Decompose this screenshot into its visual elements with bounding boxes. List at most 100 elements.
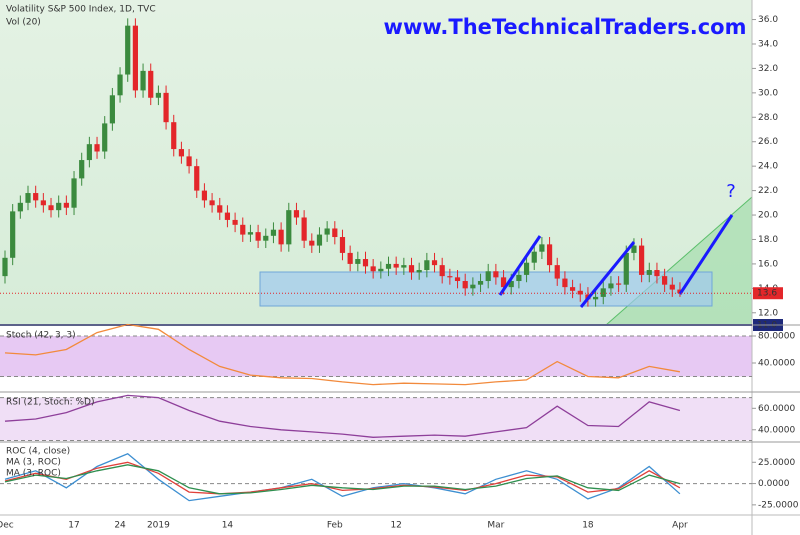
candle-body xyxy=(577,290,583,295)
candle-body xyxy=(140,70,146,91)
y-tick-label: 40.0000 xyxy=(758,425,795,435)
candle-body xyxy=(470,284,476,289)
trend-line xyxy=(579,241,636,308)
website-watermark: www.TheTechnicalTraders.com xyxy=(384,15,747,39)
candle-body xyxy=(355,259,361,264)
time-label: 12 xyxy=(390,521,401,531)
time-label: 17 xyxy=(68,521,79,531)
legend-entry: ROC (4, close) xyxy=(6,447,70,457)
candle-body xyxy=(117,74,123,96)
candle-body xyxy=(477,281,484,285)
candle-body xyxy=(385,263,392,269)
symbol-title: Volatility S&P 500 Index, 1D, TVC xyxy=(6,5,156,15)
candle-body xyxy=(616,283,622,285)
last-price-box xyxy=(753,287,783,300)
time-label: 18 xyxy=(582,521,594,531)
indicator-line xyxy=(4,394,681,438)
candle-body xyxy=(301,217,307,241)
candle-body xyxy=(63,202,69,208)
y-tick-label: 40.0000 xyxy=(758,358,795,368)
candle-body xyxy=(408,265,415,273)
candle-body xyxy=(393,263,399,268)
candle-body xyxy=(500,277,507,288)
candle-body xyxy=(508,281,514,288)
candle-body xyxy=(148,70,154,98)
candle-body xyxy=(454,277,461,282)
legend-entry: MA (3, ROC) xyxy=(6,458,61,468)
indicator-line xyxy=(4,464,681,495)
candle-body xyxy=(531,251,537,263)
candle-body xyxy=(109,95,115,124)
trend-line xyxy=(678,214,734,295)
candle-body xyxy=(270,229,277,236)
y-tick-label: 32.0 xyxy=(758,64,778,74)
pane-title: Stoch (42, 3, 3) xyxy=(6,331,76,341)
candle-body xyxy=(462,281,468,289)
candle-body xyxy=(378,268,384,272)
candle-body xyxy=(33,193,39,201)
candle-body xyxy=(247,232,254,235)
candle-body xyxy=(224,212,231,220)
candle-body xyxy=(447,276,453,278)
y-tick-label: 80.0000 xyxy=(758,331,795,341)
candle-body xyxy=(324,228,330,235)
candle-body xyxy=(209,200,215,206)
time-label: 24 xyxy=(114,521,126,531)
y-tick-label: 60.0000 xyxy=(758,404,795,414)
trend-line xyxy=(498,235,542,296)
candle-body xyxy=(125,25,131,75)
candle-body xyxy=(639,245,645,275)
candle-body xyxy=(2,257,8,277)
y-tick-label: 24.0 xyxy=(758,162,778,172)
candle-body xyxy=(102,123,108,152)
time-label: 2019 xyxy=(147,521,170,531)
candle-body xyxy=(362,259,369,267)
y-tick-label: 28.0 xyxy=(758,113,778,123)
candle-body xyxy=(10,211,16,258)
candle-body xyxy=(178,149,185,157)
candle-body xyxy=(608,283,614,289)
candle-body xyxy=(71,178,77,208)
y-tick-label: 26.0 xyxy=(758,137,778,147)
level-band xyxy=(0,335,752,377)
candle-body xyxy=(171,122,177,150)
time-label: Apr xyxy=(672,521,688,531)
y-tick-label: 16.0 xyxy=(758,259,778,269)
candle-body xyxy=(293,210,300,218)
y-tick-label: -25.0000 xyxy=(758,500,799,510)
candle-body xyxy=(539,244,545,252)
last-price-label: 13.6 xyxy=(757,289,777,299)
candle-body xyxy=(278,229,284,245)
candle-body xyxy=(654,270,660,277)
candle-body xyxy=(662,276,668,285)
level-band xyxy=(0,397,752,441)
candle-body xyxy=(240,224,246,235)
candle-body xyxy=(523,262,530,275)
candle-body xyxy=(263,235,269,241)
candle-body xyxy=(201,190,208,201)
pane-title: RSI (21, Stoch: %D) xyxy=(6,398,94,408)
candle-body xyxy=(493,271,499,278)
time-label: Mar xyxy=(487,521,504,531)
y-tick-label: 36.0 xyxy=(758,15,778,25)
y-tick-label: 34.0 xyxy=(758,39,778,49)
y-tick-label: 30.0 xyxy=(758,88,778,98)
candle-body xyxy=(48,205,54,211)
candle-body xyxy=(669,284,675,290)
candle-body xyxy=(439,265,445,277)
candle-body xyxy=(424,260,430,271)
candle-body xyxy=(562,278,568,288)
candle-body xyxy=(332,228,338,238)
candle-body xyxy=(431,260,438,266)
indicator-line xyxy=(4,461,681,495)
indicator-line xyxy=(4,453,681,502)
candle-body xyxy=(217,205,223,213)
candle-body xyxy=(86,144,92,161)
candle-body xyxy=(79,160,85,179)
candle-body xyxy=(569,287,576,291)
question-mark: ? xyxy=(726,181,736,202)
time-label: Feb xyxy=(327,521,343,531)
candle-body xyxy=(163,92,169,123)
candle-body xyxy=(546,244,553,266)
